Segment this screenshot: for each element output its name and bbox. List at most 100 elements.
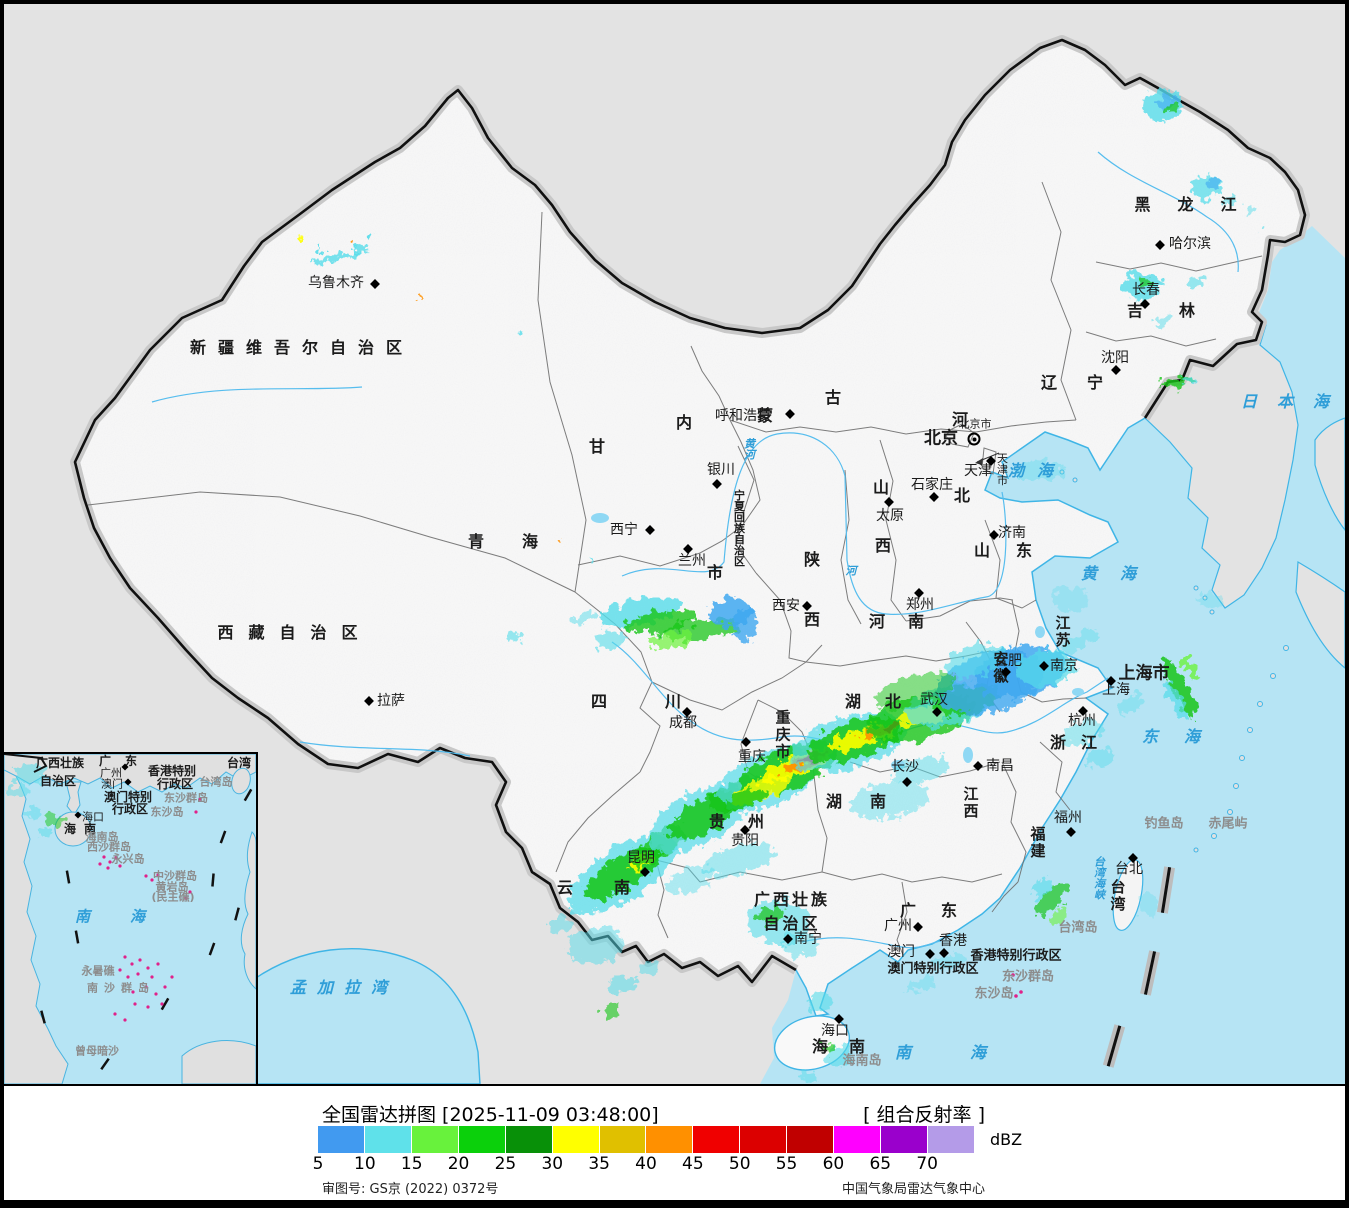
- legend-color-swatch: [552, 1126, 599, 1153]
- radar-echo: [1225, 195, 1239, 205]
- radar-echo: [1032, 876, 1056, 900]
- radar-echo: [350, 242, 354, 246]
- inset-nine-dash-line: [40, 788, 253, 1071]
- japan-landmass: [1314, 417, 1345, 531]
- boundary-dash: [1106, 1025, 1122, 1067]
- radar-echo: [27, 809, 41, 819]
- island-dot: [136, 972, 140, 976]
- island-dot: [160, 1002, 164, 1006]
- bay-of-bengal: [249, 948, 481, 1084]
- lakes: [591, 513, 1084, 770]
- island-dot: [150, 878, 154, 882]
- radar-echo: [1198, 592, 1222, 608]
- radar-echo: [1155, 316, 1169, 324]
- legend-unit: dBZ: [990, 1130, 1023, 1149]
- legend-color-swatch: [881, 1126, 927, 1153]
- radar-echo: [1164, 680, 1188, 720]
- radar-echo: [1086, 749, 1114, 767]
- radar-echo: [645, 631, 695, 649]
- radar-echo: [1062, 627, 1098, 653]
- island-dot: [184, 896, 188, 900]
- map-license: 审图号: GS京 (2022) 0372号: [322, 1182, 499, 1197]
- radar-echoes: [298, 89, 1266, 1083]
- radar-echo: [1051, 906, 1069, 924]
- radar-echo: [1061, 719, 1103, 745]
- legend-color-swatch: [411, 1126, 458, 1153]
- island-dot: [1019, 990, 1023, 994]
- boundary-dash: [1143, 951, 1157, 995]
- inset-border-fragment: [4, 754, 48, 773]
- radar-echo: [602, 1005, 622, 1019]
- island-dot: [194, 810, 198, 814]
- radar-echo: [370, 234, 374, 238]
- island-dot: [1014, 994, 1018, 998]
- radar-echo: [782, 933, 818, 957]
- radar-echo: [418, 298, 422, 302]
- radar-echo: [705, 842, 775, 878]
- radar-echo: [548, 916, 572, 934]
- radar-echo: [588, 558, 592, 562]
- boundary-dash: [243, 788, 253, 802]
- island-dot: [123, 955, 127, 959]
- radar-echo: [666, 865, 714, 895]
- radar-echo: [8, 785, 28, 799]
- radar-echo: [732, 607, 758, 643]
- island-dot: [156, 962, 160, 966]
- radar-echo: [518, 328, 522, 332]
- boundary-dash: [208, 942, 216, 956]
- boundary-dashes: [1102, 866, 1176, 1068]
- japan-islands: [1295, 560, 1345, 669]
- island-dot: [144, 874, 148, 878]
- island-dot: [118, 864, 122, 868]
- legend-tick: 40: [635, 1154, 657, 1174]
- boundary-dash: [100, 1057, 110, 1071]
- island-dot: [150, 975, 154, 979]
- island-dot: [108, 860, 112, 864]
- legend-tick: 60: [822, 1154, 845, 1174]
- legend-color-swatch: [787, 1126, 834, 1153]
- radar-echo: [1205, 178, 1219, 188]
- legend-tick: 65: [869, 1154, 892, 1174]
- legend-tick: 20: [447, 1154, 470, 1174]
- legend-color-swatch: [505, 1126, 552, 1153]
- radar-echo: [890, 756, 950, 784]
- boundary-dash: [234, 907, 240, 921]
- radar-echo: [1182, 657, 1198, 679]
- radar-echo: [1258, 227, 1266, 233]
- island-dot: [98, 862, 102, 866]
- legend-tick: 25: [494, 1154, 517, 1174]
- island-dot: [170, 975, 174, 979]
- radar-echo: [573, 611, 597, 625]
- radar-echo: [1015, 460, 1065, 480]
- legend-tick: 15: [400, 1154, 423, 1174]
- credit: 中国气象局雷达气象中心: [841, 1182, 985, 1197]
- national-border: [73, 38, 1307, 984]
- legend-tick: 55: [775, 1154, 798, 1174]
- legend-panel: 全国雷达拼图 [2025-11-09 03:48:00] [ 组合反射率 ] 5…: [4, 1086, 1345, 1200]
- radar-echo: [823, 1043, 837, 1053]
- radar-echo: [298, 238, 302, 242]
- radar-echo: [1036, 884, 1068, 916]
- radar-echo: [1166, 104, 1178, 112]
- inset-canvas: [4, 754, 256, 1084]
- legend-colorbar: [318, 1126, 974, 1153]
- radar-echo: [1138, 893, 1158, 917]
- boundary-dash: [1160, 867, 1172, 913]
- island-dot: [154, 992, 158, 996]
- radar-echo: [800, 1073, 816, 1083]
- radar-echo: [38, 827, 52, 837]
- radar-echo: [312, 250, 364, 264]
- inset-island-dots: [98, 797, 202, 1022]
- radar-echo: [876, 672, 954, 708]
- radar-echo: [318, 246, 322, 250]
- island-dot: [146, 1005, 150, 1009]
- island-dot: [1011, 973, 1015, 977]
- legend-tick: 10: [354, 1154, 376, 1174]
- radar-echo: [46, 814, 64, 826]
- legend-tick: 30: [541, 1154, 564, 1174]
- island-dot: [156, 873, 160, 877]
- island-dot: [198, 797, 202, 801]
- radar-echo: [724, 789, 766, 811]
- radar-echo: [946, 642, 1004, 678]
